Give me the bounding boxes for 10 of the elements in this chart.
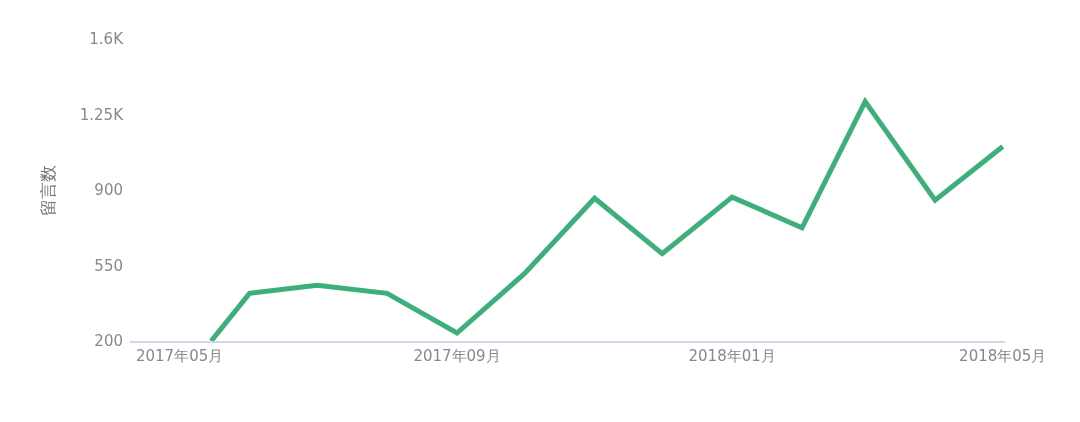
x-tick-label: 2018年05月 bbox=[959, 347, 1047, 365]
x-tick-label: 2017年09月 bbox=[413, 347, 501, 365]
x-tick-label: 2017年05月 bbox=[135, 347, 224, 365]
y-tick-label: 550 bbox=[94, 256, 123, 275]
y-tick-label: 1.6K bbox=[89, 30, 125, 49]
y-tick-label: 1.25K bbox=[79, 105, 125, 124]
y-tick-label: 200 bbox=[94, 332, 123, 351]
x-tick-label: 2018年01月 bbox=[688, 347, 776, 365]
y-axis-title: 留言数 bbox=[38, 164, 59, 216]
y-tick-label: 900 bbox=[94, 181, 123, 200]
